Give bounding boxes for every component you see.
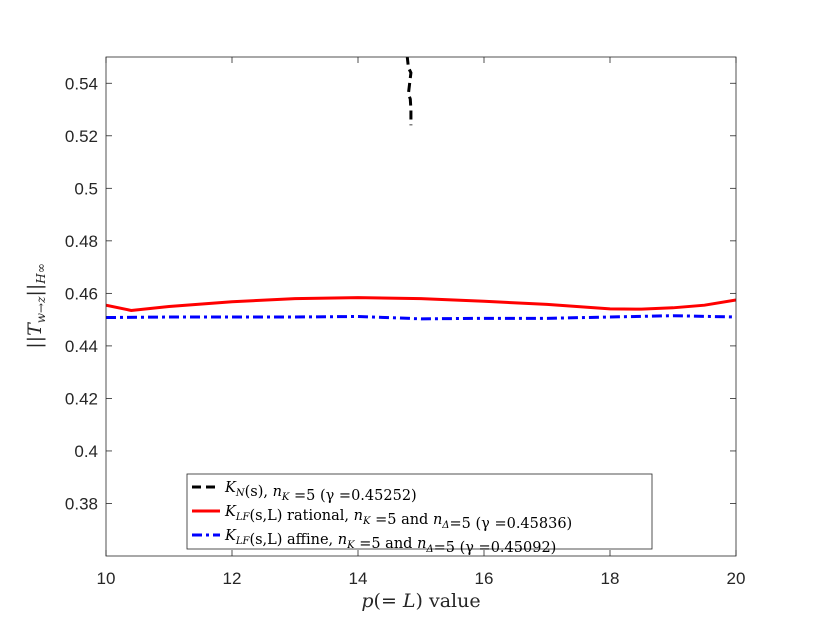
- axes-box: [105, 56, 737, 557]
- x-axis-title: p(= L) value: [361, 590, 480, 612]
- y-axis-title: ||Tw→z||H∞: [24, 263, 48, 348]
- series-line-0: [405, 57, 413, 126]
- x-tick-label: 18: [601, 569, 620, 588]
- y-tick-label: 0.48: [65, 232, 98, 251]
- legend-label-1: KLF(s,L) rational, nK =5 and nΔ=5 (γ =0.…: [224, 504, 572, 532]
- series-line-1: [106, 296, 736, 312]
- y-tick-label: 0.44: [65, 337, 98, 356]
- x-tick-label: 12: [223, 569, 242, 588]
- legend-label-0: KN(s), nK =5 (γ =0.45252): [224, 480, 417, 504]
- y-tick-label: 0.54: [65, 74, 98, 93]
- y-tick-label: 0.4: [74, 442, 98, 461]
- series-group: [106, 57, 736, 321]
- series-line-2: [106, 314, 736, 321]
- x-tick-label: 20: [727, 569, 746, 588]
- x-tick-label: 16: [475, 569, 494, 588]
- y-tick-label: 0.52: [65, 127, 98, 146]
- y-tick-label: 0.46: [65, 284, 98, 303]
- y-tick-label: 0.42: [65, 389, 98, 408]
- x-tick-label: 14: [349, 569, 368, 588]
- ticks: 10 12 14 16 18 20 0.38 0.4 0.42 0.44 0.46 0.48 0.5 0.…: [65, 57, 746, 588]
- y-tick-label: 0.5: [74, 179, 98, 198]
- legend-box: [186, 473, 653, 550]
- legend-label-2: KLF(s,L) affine, nK =5 and nΔ=5 (γ =0.45…: [224, 528, 556, 556]
- legend: KN(s), nK =5 (γ =0.45252)KLF(s,L) ration…: [186, 473, 653, 556]
- x-tick-label: 10: [97, 569, 116, 588]
- y-tick-label: 0.38: [65, 494, 98, 513]
- svg-text:||Tw→z||H∞: ||Tw→z||H∞: [24, 263, 48, 348]
